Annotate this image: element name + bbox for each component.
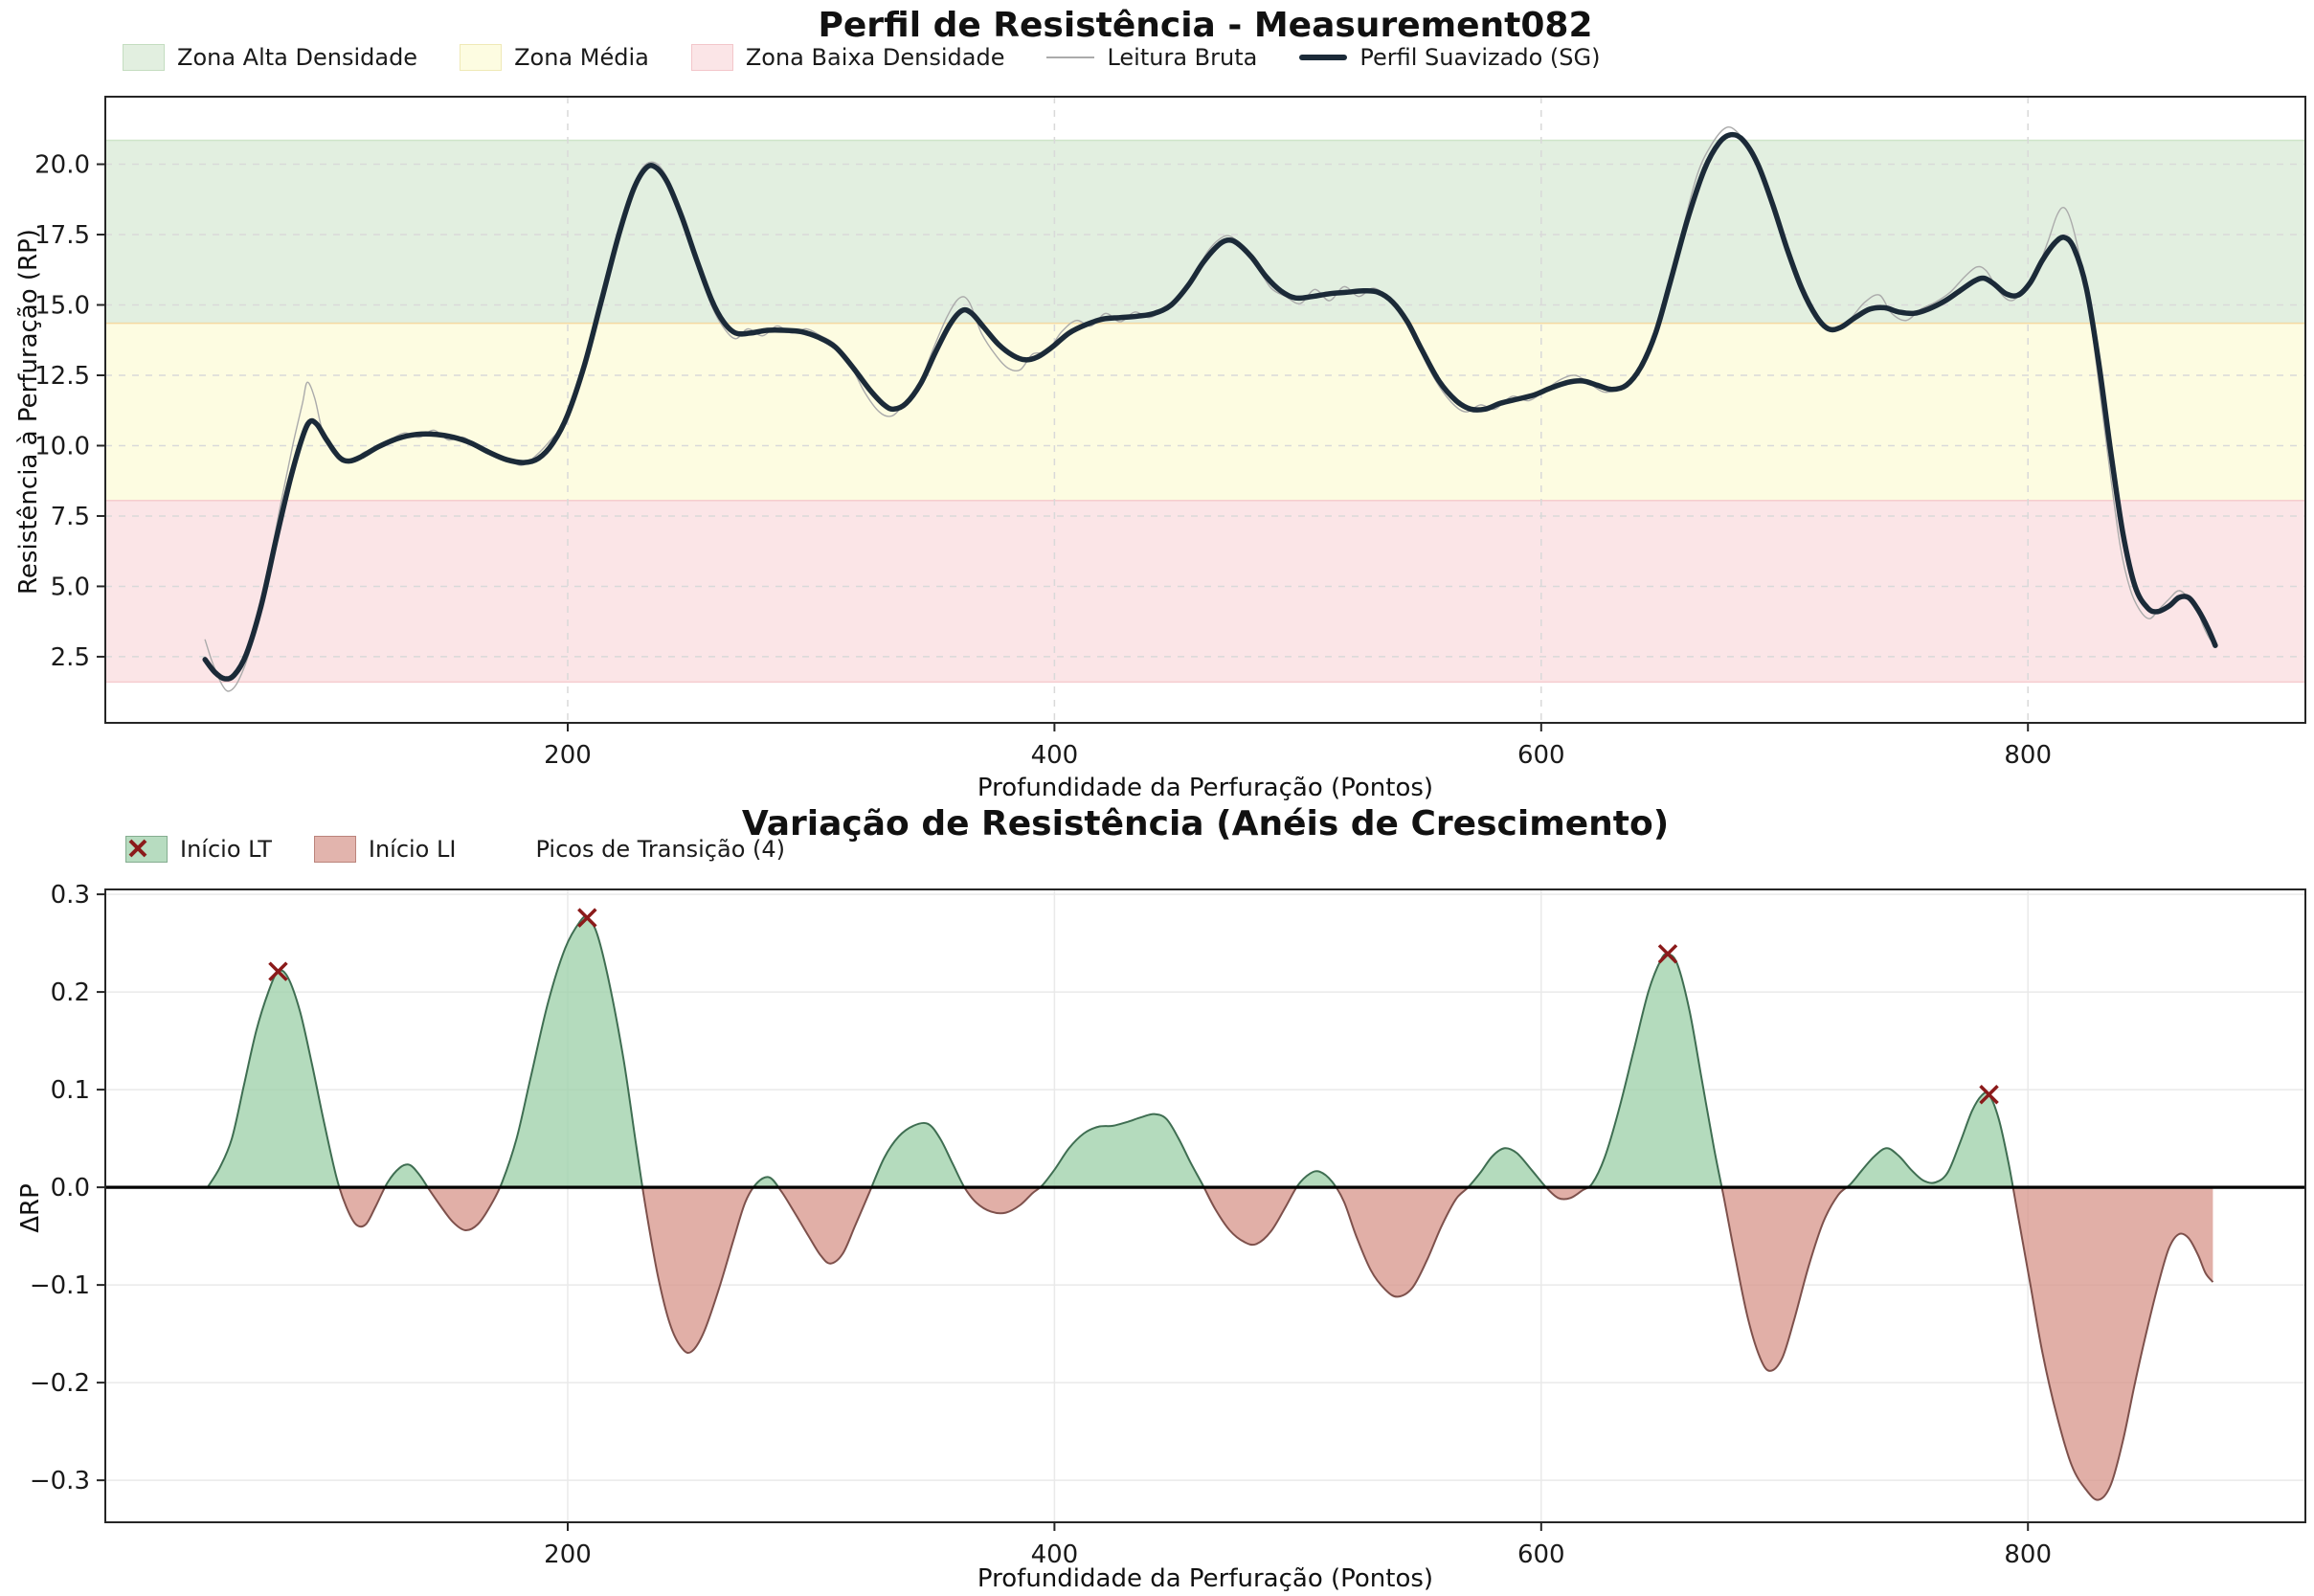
top-chart-ylabel: Resistência à Perfuração (RP): [14, 229, 43, 595]
zone-band-medium: [104, 322, 2306, 502]
plot-border: [104, 888, 2306, 1523]
negative-fill-swatch-icon: [313, 836, 356, 863]
x-tick-label: 800: [2004, 1540, 2052, 1569]
plot-border: [104, 96, 2306, 724]
x-tick-label: 600: [1517, 1540, 1565, 1569]
y-tick-label: 0.2: [51, 978, 90, 1007]
legend-label: Leitura Bruta: [1107, 44, 1258, 71]
x-tick-label: 200: [544, 1540, 592, 1569]
legend-item-inicio-li: Início LI: [313, 836, 457, 863]
plot-background: [105, 889, 2305, 1522]
raw-line-swatch-icon: [1046, 56, 1095, 58]
zone-low-swatch-icon: [690, 44, 733, 71]
negative-area-outline: [207, 1187, 2214, 1501]
x-tick-label: 600: [1517, 741, 1565, 770]
legend-item-zona-alta: Zona Alta Densidade: [123, 44, 417, 71]
y-tick-label: 17.5: [34, 221, 90, 250]
zone-high-swatch-icon: [123, 44, 165, 71]
x-tick-label: 200: [544, 741, 592, 770]
legend-item-zona-baixa: Zona Baixa Densidade: [690, 44, 1005, 71]
legend-label: Perfil Suavizado (SG): [1359, 44, 1601, 71]
bottom-chart-legend: Início LT Início LI Picos de Transição (…: [125, 836, 785, 863]
negative-area-fill: [339, 1187, 2213, 1500]
y-tick-label: 15.0: [34, 292, 90, 321]
legend-label: Zona Baixa Densidade: [745, 44, 1005, 71]
transition-peak-marker: [577, 908, 597, 928]
y-tick-label: 10.0: [34, 432, 90, 461]
legend-item-zona-media: Zona Média: [460, 44, 649, 71]
legend-item-perfil-suavizado: Perfil Suavizado (SG): [1299, 44, 1600, 71]
top-chart-xlabel: Profundidade da Perfuração (Pontos): [977, 774, 1434, 802]
legend-item-leitura-bruta: Leitura Bruta: [1046, 44, 1257, 71]
top-chart-legend: Zona Alta Densidade Zona Média Zona Baix…: [123, 44, 1600, 71]
legend-label: Zona Média: [514, 44, 649, 71]
y-tick-label: 7.5: [51, 503, 90, 531]
x-tick-label: 400: [1031, 1540, 1079, 1569]
bottom-chart-xlabel: Profundidade da Perfuração (Pontos): [977, 1564, 1434, 1593]
legend-label: Zona Alta Densidade: [177, 44, 418, 71]
y-tick-label: −0.1: [30, 1271, 90, 1300]
legend-item-picos: Picos de Transição (4): [128, 836, 786, 863]
smoothed-series-line: [202, 131, 2218, 682]
zone-mid-swatch-icon: [460, 44, 503, 71]
y-tick-label: 0.1: [51, 1076, 90, 1105]
transition-peak-marker: [1979, 1084, 1999, 1105]
y-tick-label: 20.0: [34, 151, 90, 180]
top-chart-title: Perfil de Resistência - Measurement082: [818, 6, 1593, 45]
legend-label: Início LI: [368, 836, 457, 863]
legend-label: Picos de Transição (4): [535, 836, 786, 863]
y-tick-label: 5.0: [51, 573, 90, 601]
y-tick-label: −0.3: [30, 1467, 90, 1495]
bottom-chart-title: Variação de Resistência (Anéis de Cresci…: [741, 804, 1670, 843]
positive-area-fill: [207, 916, 2213, 1188]
legend-label: Início LT: [180, 836, 272, 863]
y-tick-label: 0.3: [51, 881, 90, 910]
positive-area-outline: [206, 915, 2014, 1188]
bottom-chart-ylabel: ΔRP: [16, 1183, 45, 1233]
x-tick-label: 400: [1031, 741, 1079, 770]
y-tick-label: −0.2: [30, 1369, 90, 1398]
x-marker-swatch-icon: [128, 837, 523, 862]
transition-peak-marker: [268, 961, 288, 981]
y-tick-label: 12.5: [34, 362, 90, 391]
x-tick-label: 800: [2004, 741, 2052, 770]
y-tick-label: 0.0: [51, 1174, 90, 1203]
smooth-line-swatch-icon: [1299, 55, 1348, 60]
transition-peak-marker: [1657, 944, 1678, 964]
y-tick-label: 2.5: [51, 643, 90, 672]
zone-band-high-density: [104, 139, 2306, 325]
zone-band-low-density: [104, 500, 2306, 684]
